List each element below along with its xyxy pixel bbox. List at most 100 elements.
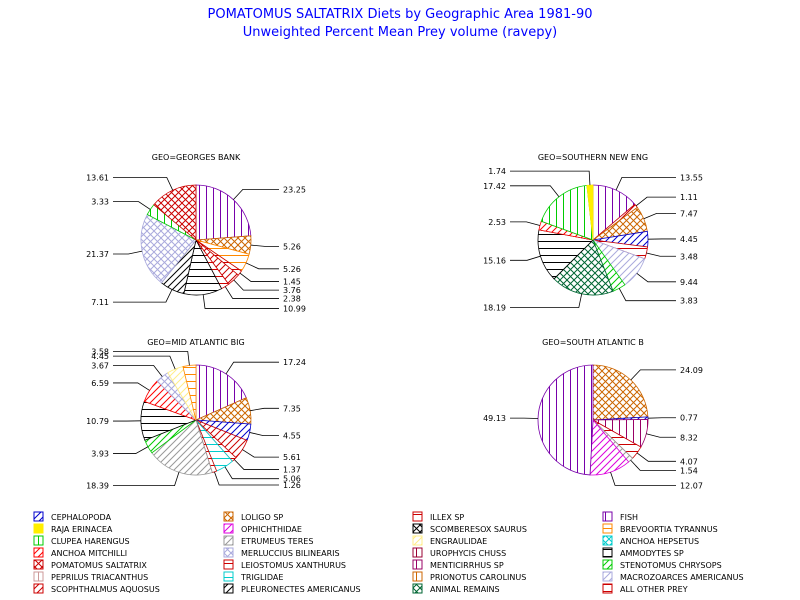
- slice-value-label: 3.83: [680, 297, 698, 306]
- legend-label: LEIOSTOMUS XANTHURUS: [241, 561, 346, 570]
- slice-value-label: 1.26: [283, 481, 301, 490]
- legend-item: FISH: [602, 511, 638, 522]
- legend-label: ENGRAULIDAE: [430, 537, 487, 546]
- pie-title: GEO=SOUTH ATLANTIC B: [542, 338, 644, 347]
- label-leader-line: [245, 262, 279, 270]
- slice-value-label: 7.11: [91, 298, 109, 307]
- label-leader-line: [239, 272, 279, 282]
- pie-slice: [153, 184, 197, 241]
- slice-value-label: 1.54: [680, 466, 698, 475]
- legend-label: UROPHYCIS CHUSS: [430, 549, 506, 558]
- slice-value-label: 5.26: [283, 242, 301, 251]
- legend-swatch: [412, 559, 423, 570]
- slice-value-label: 1.37: [283, 466, 301, 475]
- legend-item: CEPHALOPODA: [33, 511, 112, 522]
- legend-swatch: [33, 535, 44, 546]
- label-leader-line: [233, 459, 279, 470]
- legend-label: MENTICIRRHUS SP: [430, 561, 504, 570]
- legend-label: AMMODYTES SP: [620, 549, 684, 558]
- slice-value-label: 3.33: [91, 198, 109, 207]
- slice-value-label: 0.77: [680, 414, 698, 423]
- legend-swatch: [602, 583, 613, 594]
- label-leader-line: [113, 289, 173, 303]
- legend-item: ILLEX SP: [412, 511, 464, 522]
- label-leader-line: [250, 244, 279, 247]
- pie-slice: [553, 239, 614, 296]
- legend-item: RAJA ERINACEA: [33, 523, 113, 534]
- legend-swatch: [33, 547, 44, 558]
- slice-value-label: 21.37: [86, 250, 109, 259]
- label-leader-line: [202, 294, 279, 309]
- pie-2: GEO=SOUTHERN NEW ENG 13.55 1.11 7.47 4.45 3.4…: [483, 153, 703, 313]
- legend-swatch: [602, 523, 613, 534]
- legend-swatch: [602, 535, 613, 546]
- label-leader-line: [113, 446, 149, 454]
- slice-value-label: 10.99: [283, 304, 306, 313]
- label-leader-line: [113, 365, 163, 377]
- legend-swatch: [33, 571, 44, 582]
- legend-swatch: [33, 523, 44, 534]
- label-leader-line: [242, 449, 279, 458]
- legend-label: MACROZOARCES AMERICANUS: [620, 573, 744, 582]
- legend-swatch: [412, 571, 423, 582]
- pie-title: GEO=SOUTHERN NEW ENG: [538, 153, 648, 162]
- legend-item: MERLUCCIUS BILINEARIS: [223, 547, 340, 558]
- legend-swatch: [412, 523, 423, 534]
- label-leader-line: [113, 355, 176, 370]
- legend-item: MACROZOARCES AMERICANUS: [602, 571, 744, 582]
- slice-value-label: 3.76: [283, 286, 301, 295]
- label-leader-line: [233, 188, 279, 200]
- pie-slice: [182, 364, 197, 421]
- pie-slice: [195, 184, 252, 241]
- legend-swatch: [33, 583, 44, 594]
- legend-item: ANCHOA HEPSETUS: [602, 535, 699, 546]
- legend-item: LEIOSTOMUS XANTHURUS: [223, 559, 346, 570]
- legend-label: SCOPHTHALMUS AQUOSUS: [51, 585, 160, 594]
- legend-label: ANCHOA MITCHILLI: [51, 549, 127, 558]
- slice-value-label: 10.79: [86, 417, 109, 426]
- legend-label: ETRUMEUS TERES: [241, 537, 313, 546]
- slice-value-label: 5.06: [283, 475, 301, 484]
- slice-value-label: 1.11: [680, 193, 698, 202]
- chart-title: POMATOMUS SALTATRIX Diets by Geographic …: [208, 7, 593, 22]
- label-leader-line: [646, 433, 676, 438]
- legend-label: STENOTOMUS CHRYSOPS: [620, 561, 722, 570]
- slice-value-label: 2.38: [283, 294, 301, 303]
- slice-value-label: 18.19: [483, 304, 506, 313]
- legend-swatch: [33, 511, 44, 522]
- pie-3: GEO=MID ATLANTIC BIG 17.24 7.35 4.55 5.61 1.3…: [86, 338, 306, 491]
- legend-label: RAJA ERINACEA: [51, 525, 113, 534]
- slice-value-label: 7.35: [283, 404, 301, 413]
- slice-value-label: 2.53: [488, 218, 506, 227]
- legend-item: STENOTOMUS CHRYSOPS: [602, 559, 722, 570]
- legend-swatch: [223, 547, 234, 558]
- label-leader-line: [225, 361, 279, 375]
- legend-item: PEPRILUS TRIACANTHUS: [33, 571, 148, 582]
- legend-swatch: [412, 583, 423, 594]
- legend-item: ALL OTHER PREY: [602, 583, 688, 594]
- legend-label: CLUPEA HARENGUS: [51, 537, 130, 546]
- slice-value-label: 4.55: [283, 432, 301, 441]
- slice-value-label: 3.48: [680, 252, 698, 261]
- slice-value-label: 13.55: [680, 173, 703, 182]
- legend-label: ILLEX SP: [430, 513, 464, 522]
- legend-label: PLEURONECTES AMERICANUS: [241, 585, 361, 594]
- chart-subtitle: Unweighted Percent Mean Prey volume (rav…: [243, 25, 557, 40]
- slice-value-label: 4.45: [680, 235, 698, 244]
- pie-slice: [140, 213, 197, 284]
- label-leader-line: [233, 279, 279, 291]
- legend-label: PRIONOTUS CAROLINUS: [430, 573, 526, 582]
- slice-value-label: 17.42: [483, 182, 506, 191]
- label-leader-line: [113, 382, 150, 391]
- slice-value-label: 4.45: [91, 352, 109, 361]
- legend-item: MENTICIRRHUS SP: [412, 559, 504, 570]
- legend-label: OPHICHTHIDAE: [241, 525, 302, 534]
- slice-value-label: 3.58: [91, 347, 109, 356]
- label-leader-line: [630, 369, 676, 381]
- legend-item: AMMODYTES SP: [602, 547, 684, 558]
- pie-slice: [195, 364, 247, 421]
- legend-item: OPHICHTHIDAE: [223, 523, 302, 534]
- legend-item: TRIGLIDAE: [223, 571, 283, 582]
- slice-value-label: 12.07: [680, 481, 703, 490]
